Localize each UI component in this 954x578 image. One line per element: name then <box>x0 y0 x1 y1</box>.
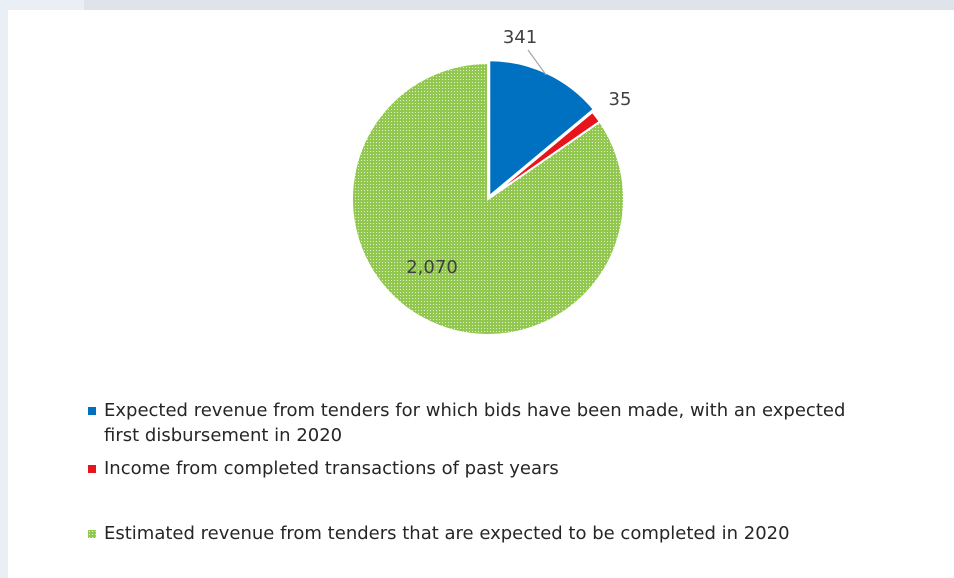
pie-slice <box>488 59 596 199</box>
legend-label: Expected revenue from tenders for which … <box>104 400 846 446</box>
legend-entry: Estimated revenue from tenders that are … <box>88 521 878 546</box>
data-label: 35 <box>609 89 632 110</box>
legend-swatch <box>88 407 96 415</box>
top-bar <box>84 0 954 10</box>
legend: Expected revenue from tenders for which … <box>88 398 878 546</box>
leader-line <box>527 49 547 76</box>
legend-label: Estimated revenue from tenders that are … <box>104 523 790 544</box>
data-label: 2,070 <box>406 257 458 278</box>
pie-slice <box>351 61 625 336</box>
legend-label: Income from completed transactions of pa… <box>104 458 559 479</box>
legend-entry: Expected revenue from tenders for which … <box>88 398 878 448</box>
data-label: 341 <box>503 27 537 48</box>
legend-entry: Income from completed transactions of pa… <box>88 456 878 481</box>
legend-swatch <box>88 465 96 473</box>
legend-swatch <box>88 530 96 538</box>
